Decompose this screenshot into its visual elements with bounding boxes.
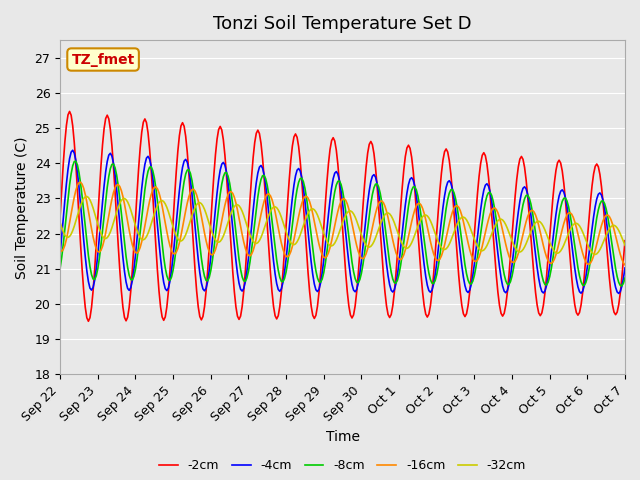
-2cm xyxy=(66,108,74,114)
-2cm xyxy=(381,289,388,295)
-8cm xyxy=(74,162,81,168)
-2cm xyxy=(413,206,420,212)
Line: -16cm: -16cm xyxy=(60,182,625,265)
-32cm xyxy=(163,204,171,210)
X-axis label: Time: Time xyxy=(326,430,360,444)
-32cm xyxy=(621,242,629,248)
-32cm xyxy=(380,214,387,220)
-2cm xyxy=(74,187,81,192)
-32cm xyxy=(72,218,80,224)
-16cm xyxy=(554,246,561,252)
Line: -32cm: -32cm xyxy=(60,196,625,254)
-32cm xyxy=(83,193,91,199)
-2cm xyxy=(621,238,629,243)
-4cm xyxy=(398,230,406,236)
-16cm xyxy=(72,188,80,193)
-4cm xyxy=(411,183,419,189)
-4cm xyxy=(554,201,561,207)
-32cm xyxy=(591,252,599,257)
-8cm xyxy=(380,211,387,216)
-16cm xyxy=(77,180,84,185)
-8cm xyxy=(163,273,171,279)
Line: -2cm: -2cm xyxy=(60,111,625,321)
-8cm xyxy=(618,283,626,288)
-4cm xyxy=(56,251,64,256)
-2cm xyxy=(84,318,92,324)
-16cm xyxy=(163,229,171,235)
-16cm xyxy=(56,248,64,253)
-8cm xyxy=(411,184,419,190)
-2cm xyxy=(56,213,64,219)
-4cm xyxy=(380,232,387,238)
-8cm xyxy=(554,223,561,228)
-8cm xyxy=(56,265,64,271)
Legend: -2cm, -4cm, -8cm, -16cm, -32cm: -2cm, -4cm, -8cm, -16cm, -32cm xyxy=(154,454,531,477)
-4cm xyxy=(69,147,77,153)
Text: TZ_fmet: TZ_fmet xyxy=(72,52,134,67)
-2cm xyxy=(400,167,408,173)
-2cm xyxy=(556,157,563,163)
-32cm xyxy=(398,241,406,247)
Line: -8cm: -8cm xyxy=(60,161,625,286)
-8cm xyxy=(72,158,80,164)
-8cm xyxy=(621,275,629,281)
Y-axis label: Soil Temperature (C): Soil Temperature (C) xyxy=(15,136,29,278)
-4cm xyxy=(621,265,629,271)
-2cm xyxy=(164,288,172,294)
Line: -4cm: -4cm xyxy=(60,150,625,293)
-8cm xyxy=(398,252,406,257)
-16cm xyxy=(411,207,419,213)
Title: Tonzi Soil Temperature Set D: Tonzi Soil Temperature Set D xyxy=(213,15,472,33)
-4cm xyxy=(74,169,81,175)
-32cm xyxy=(56,220,64,226)
-4cm xyxy=(163,288,171,293)
-32cm xyxy=(554,251,561,256)
-4cm xyxy=(615,290,623,296)
-16cm xyxy=(380,200,387,205)
-16cm xyxy=(621,262,629,268)
-16cm xyxy=(398,255,406,261)
-32cm xyxy=(411,232,419,238)
